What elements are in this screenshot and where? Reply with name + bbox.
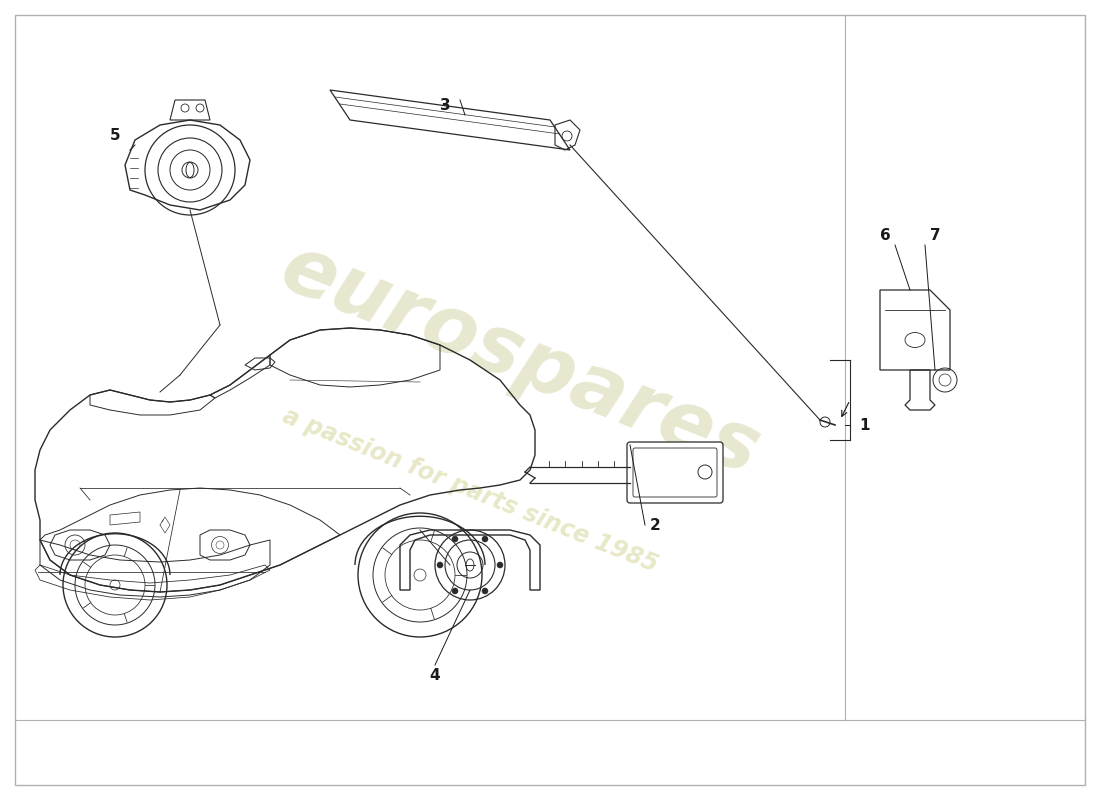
Text: 6: 6 bbox=[880, 227, 890, 242]
FancyArrowPatch shape bbox=[162, 519, 164, 522]
FancyBboxPatch shape bbox=[627, 442, 723, 503]
Text: 1: 1 bbox=[860, 418, 870, 433]
Text: a passion for parts since 1985: a passion for parts since 1985 bbox=[278, 403, 661, 577]
Text: 2: 2 bbox=[650, 518, 660, 533]
Text: 4: 4 bbox=[430, 667, 440, 682]
Circle shape bbox=[452, 588, 458, 594]
Circle shape bbox=[452, 536, 458, 542]
Circle shape bbox=[482, 588, 488, 594]
Text: 3: 3 bbox=[440, 98, 450, 113]
Text: 5: 5 bbox=[110, 127, 120, 142]
Text: 7: 7 bbox=[930, 227, 940, 242]
Circle shape bbox=[497, 562, 503, 568]
Text: eurospares: eurospares bbox=[270, 229, 771, 491]
FancyBboxPatch shape bbox=[632, 448, 717, 497]
Circle shape bbox=[482, 536, 488, 542]
Circle shape bbox=[437, 562, 443, 568]
